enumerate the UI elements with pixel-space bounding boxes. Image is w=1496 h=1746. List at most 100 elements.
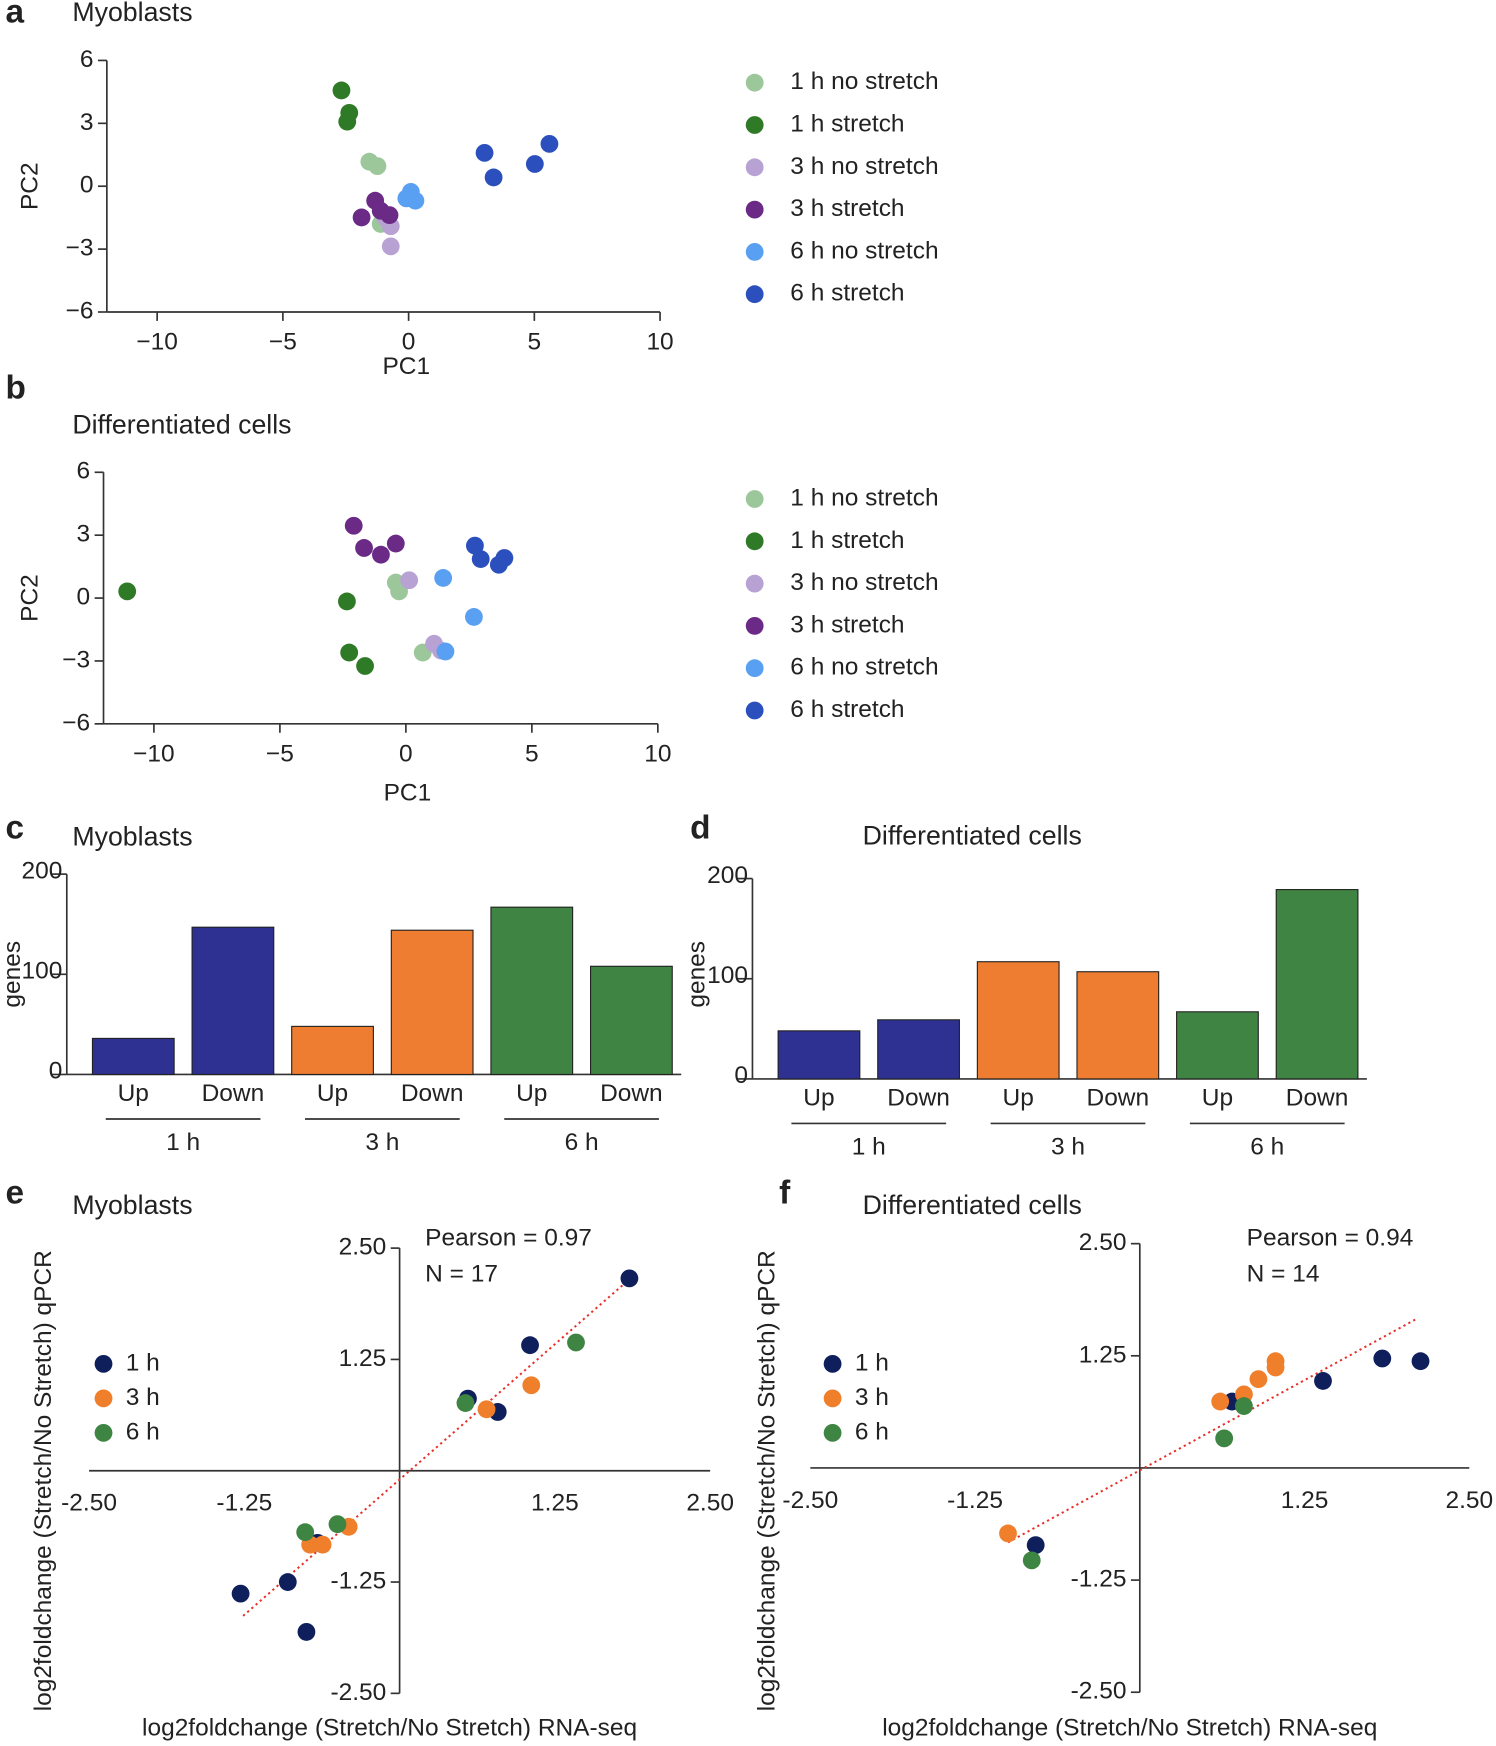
legend-marker [823,1423,842,1442]
y-tick-label: 100 [707,962,748,989]
legend-marker [745,659,764,678]
y-tick-label: 0 [80,172,94,199]
legend-marker [745,73,764,92]
point [355,539,373,557]
point [999,1524,1017,1543]
y-tick-label: 2.50 [339,1234,387,1261]
y-tick-label: 6 [77,458,91,485]
panel-letter: a [6,0,25,31]
legend-label: 1 h stretch [790,110,904,137]
x-tick-label: Down [887,1084,950,1111]
point [352,208,371,227]
x-tick-label: −10 [133,740,175,767]
point [1373,1349,1392,1368]
legend-marker [745,285,764,304]
y-tick-label: 0 [49,1058,63,1085]
point [567,1333,585,1352]
point [1022,1551,1041,1570]
legend-label: 6 h no stretch [790,237,938,264]
group-label: 3 h [1051,1133,1085,1160]
x-tick-label: -1.25 [947,1487,1003,1514]
y-tick-label: −3 [66,235,94,262]
bar [191,926,275,1076]
bar [1275,889,1359,1080]
legend-marker [823,1354,842,1373]
x-tick-label: Up [516,1080,547,1107]
point [328,1515,347,1534]
point [1314,1372,1332,1390]
y-tick-label: 6 [80,46,94,73]
point [436,642,455,661]
chart-title: Differentiated cells [863,820,1082,850]
legend-label: 3 h stretch [790,195,904,222]
x-tick-label: −10 [136,329,178,356]
y-tick-label: -2.50 [1071,1678,1127,1705]
y-tick-label: 1.25 [1079,1341,1127,1368]
legend-marker [745,200,764,219]
x-tick-label: 2.50 [686,1490,734,1517]
x-tick-label: 0 [399,740,413,767]
group-label: 1 h [852,1133,886,1160]
y-tick-label: 200 [707,862,748,889]
legend-marker [745,574,764,593]
bar [291,1025,374,1076]
legend-label: 3 h stretch [790,611,904,638]
point [495,549,514,567]
legend-label: 6 h no stretch [790,654,938,681]
bar [877,1019,960,1080]
legend-label: 6 h [126,1418,160,1445]
point [372,545,390,564]
x-tick-label: Down [202,1080,265,1107]
annotation: Pearson = 0.97 [425,1225,592,1252]
point [1266,1358,1285,1377]
point [400,571,419,590]
legend-marker [745,701,764,720]
x-axis-label: log2foldchange (Stretch/No Stretch) RNA-… [882,1714,1377,1741]
y-tick-label: 200 [22,857,63,884]
x-tick-label: Down [1286,1084,1349,1111]
point [368,157,387,176]
chart-title: Differentiated cells [72,410,291,440]
point [344,516,363,535]
legend-label: 1 h no stretch [790,68,938,95]
group-label: 6 h [1250,1133,1284,1160]
x-tick-label: Up [118,1080,149,1107]
chart-title: Myoblasts [72,1190,192,1220]
point [380,206,399,225]
legend-marker [745,490,764,508]
legend-label: 1 h [855,1349,889,1376]
point [338,592,356,611]
chart-title: Differentiated cells [863,1190,1082,1220]
y-axis-label: log2foldchange (Stretch/No Stretch) qPCR [30,1250,57,1711]
fit-line [1007,1317,1419,1544]
legend-marker [94,1423,113,1442]
panel-letter: d [690,809,710,846]
x-axis-label: log2foldchange (Stretch/No Stretch) RNA-… [142,1714,637,1741]
legend-marker [745,116,764,134]
point [540,134,559,153]
y-tick-label: -2.50 [330,1679,386,1706]
bar [91,1037,175,1076]
x-tick-label: 0 [402,329,416,356]
group-label: 1 h [166,1129,200,1156]
x-tick-label: Up [1202,1084,1233,1111]
point [381,237,400,256]
x-axis-label: PC1 [382,353,430,380]
panel-letter: f [779,1174,791,1211]
bar [490,906,574,1076]
x-tick-label: Up [1003,1084,1034,1111]
point [118,582,137,601]
x-tick-label: 10 [644,740,671,767]
legend-marker [94,1389,113,1408]
point [332,81,351,100]
legend-label: 6 h stretch [790,696,904,723]
x-tick-label: 1.25 [1281,1487,1329,1514]
point [1215,1429,1234,1448]
y-tick-label: −6 [62,709,90,736]
legend-label: 6 h stretch [790,280,904,307]
point [477,1400,496,1419]
point [466,536,484,555]
y-tick-label: −6 [66,297,94,324]
x-tick-label: 2.50 [1445,1487,1493,1514]
legend-label: 1 h no stretch [790,484,938,511]
